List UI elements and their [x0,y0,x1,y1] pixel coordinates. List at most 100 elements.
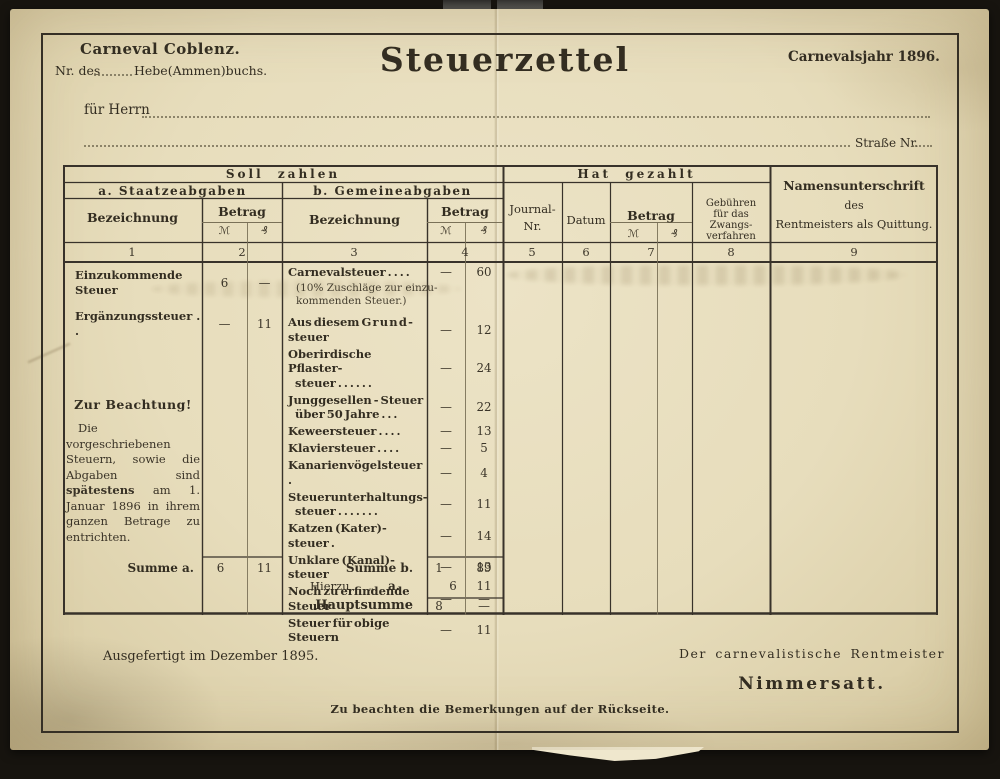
table-grid-lines [63,165,938,615]
amount-pfennig: 60 [476,265,492,280]
amount-pfennig: 11 [476,497,492,511]
gemeinde-tax-item: Junggesellen - Steuer über 50 Jahre . . .… [282,393,503,422]
issue-date-line: Ausgefertigt im Dezember 1895. [103,649,319,664]
tax-label: Oberirdische Pflaster-steuer . . . . . . [288,346,372,390]
hauptsumme-label: Hauptsumme [315,598,413,613]
tax-label: Carnevalsteuer . . . . [288,265,410,279]
amount-pfennig: 13 [476,424,492,439]
gemeinde-tax-row: Junggesellen - Steuer über 50 Jahre . . .… [282,393,503,422]
street-number-fill-line [912,145,932,147]
tax-note-line: (10% Zuschläge zur einzu- [296,282,438,294]
amount-mark: — [440,591,452,606]
amount-pfennig: 4 [480,465,488,480]
gemeinde-tax-row: Oberirdische Pflaster-steuer . . . . . .… [282,347,503,391]
tax-label: Einzukommende Steuer [75,268,183,297]
gemeinde-tax-item: Steuer für obige Steuern — 11 [282,616,503,645]
tax-label: Steuer für obige Steuern [288,615,390,645]
amount-mark: — [440,560,452,574]
column-header-betrag-paid: Betrag [627,208,675,223]
gemeinde-tax-item: Aus diesem Grund-steuer — 12 [282,315,503,344]
column-number: 8 [727,245,735,259]
amount-mark: — [218,316,231,331]
column-number: 6 [582,245,590,259]
signature-block: Der carnevalistische Rentmeister Nimmers… [662,646,962,694]
tax-label: Noch zu erfindende Steuer [288,584,410,613]
reverse-side-note: Zu beachten die Bemerkungen auf der Rück… [330,702,670,716]
column-number: 3 [350,245,358,259]
column-group-gemeindeabgaben: b. Gemeineabgaben [313,184,472,198]
amount-mark: — [440,400,452,414]
amount-mark: — [440,322,452,337]
tax-label: Keweersteuer . . . . [288,424,401,438]
tax-label: Katzen (Kater)-steuer . [288,521,387,550]
tax-label: Steuerunterhaltungs-steuer . . . . . . . [288,489,428,519]
pfennig-sign: ₰ [480,225,488,237]
summe-a-label: Summe a. [127,561,194,575]
mark-sign: ℳ [440,225,452,237]
gemeinde-tax-row: Carnevalsteuer . . . . — 60 [282,265,503,280]
amount-mark: — [440,465,452,480]
street-number-label: Straße Nr. [855,136,919,150]
amount-mark: — [440,497,452,511]
summe-b-label: Summe b. [345,561,413,575]
amount-pfennig: 5 [480,441,488,456]
gemeinde-tax-row: Steuer für obige Steuern — 11 [282,616,503,645]
staats-tax-row: Einzukommende Steuer 6 — [63,268,282,297]
amount-pfennig: 14 [476,528,492,543]
amount-pfennig: 11 [476,623,492,637]
summe-b-pfennig: 89 [476,561,492,575]
summe-b-row: Summe b. 1 89 [282,559,503,577]
gemeinde-tax-row: Katzen (Kater)-steuer . — 14 [282,521,503,550]
addressee-fill-line [142,116,930,118]
carnival-year-label: Carnevalsjahr 1896. [788,49,940,65]
summe-b-mark: 1 [435,561,443,575]
amount-mark: — [440,623,452,637]
torn-bottom-edge [532,747,704,761]
column-number: 5 [528,245,536,259]
gemeinde-tax-item: Katzen (Kater)-steuer . — 14 [282,521,503,550]
column-group-staatsabgaben: a. Staatzeabgaben [98,184,247,198]
column-header-bezeichnung-b: Bezeichnung [308,212,401,227]
amount-pfennig: — [478,591,490,606]
gemeinde-tax-row: Aus diesem Grund-steuer — 12 [282,315,503,344]
pfennig-sign: ₰ [261,225,268,237]
hierzu-mark: 6 [449,579,457,593]
amount-mark: — [440,441,452,456]
tax-label: Ergänzungssteuer . . [75,309,201,338]
gemeinde-tax-row: Keweersteuer . . . . — 13 [282,424,503,439]
summe-a-mark: 6 [216,561,225,575]
ink-bleedthrough [151,281,461,297]
paper-sheet [10,9,989,750]
column-header-signature: Namensunterschrift des Rentmeisters als Qu… [775,178,933,231]
staats-tax-row: Ergänzungssteuer . . — 11 [63,309,282,338]
gemeinde-tax-row: Unklare (Kanal)-steuer — 13 [282,553,503,582]
column-header-zwangsverfahren-fees: Gebühren für das Zwangs-verfahren [705,198,757,242]
organization-name: Carneval Coblenz. [80,40,241,58]
gemeinde-tax-rows: Carnevalsteuer . . . . — 60 (10% Zuschlä… [282,265,503,647]
tax-label: Junggesellen - Steuer über 50 Jahre . . . [288,392,424,422]
gemeinde-tax-row: Kanarienvögelsteuer . — 4 [282,458,503,487]
register-number-fill-line [94,74,132,76]
column-header-betrag-a: Betrag [218,204,266,219]
amount-pfennig: 13 [476,560,492,574]
tax-note-line: kommenden Steuer.) [296,294,407,307]
page-title: Steuerzettel [379,40,631,79]
rentmeister-signature: Nimmersatt. [738,674,886,694]
gemeinde-tax-item: Oberirdische Pflaster-steuer . . . . . .… [282,347,503,391]
column-header-datum: Datum [566,213,606,227]
hauptsumme-mark: 8 [435,598,443,613]
gemeinde-tax-row: Klaviersteuer . . . . — 5 [282,441,503,456]
column-number: 2 [238,245,246,259]
column-group-soll-zahlen: Soll zahlen [225,167,341,181]
tax-label: Unklare (Kanal)-steuer [288,552,395,582]
gemeinde-tax-item: Noch zu erfindende Steuer — — [282,584,503,613]
column-number: 1 [128,245,136,259]
gemeinde-tax-row: Steuerunterhaltungs-steuer . . . . . . .… [282,490,503,519]
register-book-label: Hebe(Ammen)buchs. [134,63,268,78]
mark-sign: ℳ [627,228,640,240]
rentmeister-title: Der carnevalistische Rentmeister [679,646,945,661]
gemeinde-tax-item: Carnevalsteuer . . . . — 60 (10% Zuschlä… [282,265,503,307]
column-header-bezeichnung-a: Bezeichnung [86,210,179,225]
register-number-label: Nr. des [55,63,101,78]
